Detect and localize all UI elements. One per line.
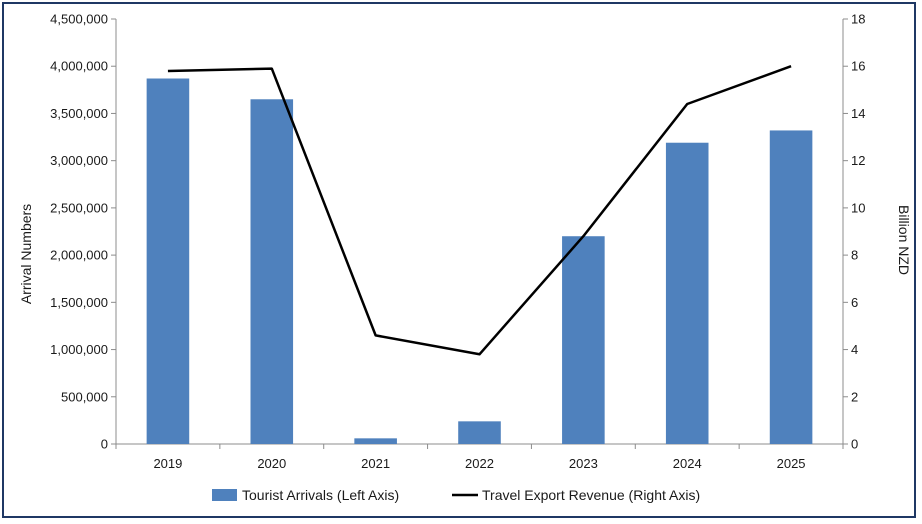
left-tick-label: 3,000,000 xyxy=(50,153,108,168)
bar-2021 xyxy=(354,438,397,444)
legend-label-revenue: Travel Export Revenue (Right Axis) xyxy=(482,487,700,503)
left-tick-label: 0 xyxy=(101,437,108,452)
line-series xyxy=(167,65,792,356)
left-tick-label: 4,500,000 xyxy=(50,12,108,27)
right-tick-label: 4 xyxy=(851,342,858,357)
left-tick-label: 500,000 xyxy=(61,389,108,404)
bar-2019 xyxy=(146,78,190,444)
bar-2024 xyxy=(665,142,709,444)
x-tick-label: 2019 xyxy=(153,456,182,471)
right-tick-label: 14 xyxy=(851,106,865,121)
bar-2023 xyxy=(562,236,605,444)
left-tick-label: 2,000,000 xyxy=(50,248,108,263)
right-tick-label: 6 xyxy=(851,295,858,310)
left-axis-title: Arrival Numbers xyxy=(18,204,34,304)
x-tick-label: 2023 xyxy=(569,456,598,471)
bar-2020 xyxy=(250,99,294,445)
left-tick-label: 4,000,000 xyxy=(50,59,108,74)
legend-label-arrivals: Tourist Arrivals (Left Axis) xyxy=(242,487,399,503)
x-tick-label: 2022 xyxy=(465,456,494,471)
left-tick-label: 3,500,000 xyxy=(50,106,108,121)
left-tick-label: 2,500,000 xyxy=(50,200,108,215)
bar-2022 xyxy=(458,421,501,444)
x-tick-label: 2024 xyxy=(673,456,702,471)
left-tick-label: 1,000,000 xyxy=(50,342,108,357)
x-tick-label: 2025 xyxy=(777,456,806,471)
bar-series xyxy=(146,78,813,445)
x-tick-label: 2020 xyxy=(257,456,286,471)
right-tick-label: 8 xyxy=(851,248,858,263)
axes xyxy=(111,18,848,449)
right-tick-label: 18 xyxy=(851,12,865,27)
legend: Tourist Arrivals (Left Axis) Travel Expo… xyxy=(212,487,700,503)
right-tick-label: 0 xyxy=(851,437,858,452)
right-tick-label: 12 xyxy=(851,153,865,168)
bar-2025 xyxy=(769,130,813,444)
tick-labels: 0 500,000 1,000,000 1,500,000 2,000,000 2,500… xyxy=(50,12,865,472)
left-tick-label: 1,500,000 xyxy=(50,295,108,310)
right-tick-label: 16 xyxy=(851,59,865,74)
legend-swatch-arrivals xyxy=(212,489,237,501)
right-tick-label: 10 xyxy=(851,200,865,215)
right-axis-title: Billion NZD xyxy=(896,205,912,275)
x-tick-label: 2021 xyxy=(361,456,390,471)
right-tick-label: 2 xyxy=(851,389,858,404)
